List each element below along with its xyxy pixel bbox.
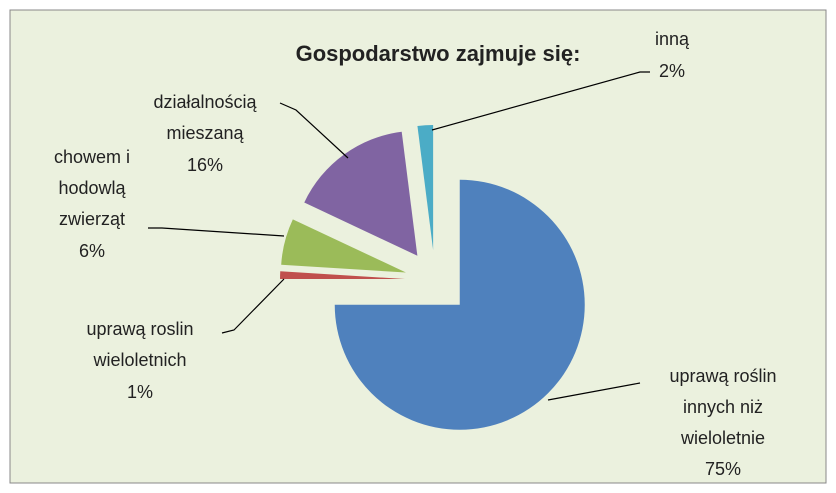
- pie-slice: [304, 131, 418, 256]
- pie-slice: [281, 219, 406, 273]
- leader-line: [221, 278, 285, 334]
- slice-label: działalnością mieszaną: [153, 92, 257, 143]
- slice-label: uprawą roslin wieloletnich: [86, 319, 193, 370]
- slice-value-label: 16%: [187, 155, 223, 175]
- leader-line: [279, 102, 349, 159]
- slice-value-label: 2%: [659, 61, 685, 81]
- leader-line: [148, 227, 285, 237]
- pie-slice: [417, 125, 434, 251]
- leader-line: [431, 71, 650, 131]
- slice-label: chowem i hodowlą zwierząt: [54, 147, 130, 229]
- chart-title: Gospodarstwo zajmuje się:: [296, 41, 581, 66]
- slice-value-label: 6%: [79, 241, 105, 261]
- slice-value-label: 75%: [705, 459, 741, 479]
- slice-value-label: 1%: [127, 382, 153, 402]
- leader-line: [547, 382, 641, 401]
- slice-label: uprawą roślin innych niż wieloletnie: [669, 366, 776, 448]
- pie-slice: [334, 179, 585, 430]
- pie-slice: [280, 271, 406, 280]
- slice-label: inną: [655, 29, 690, 49]
